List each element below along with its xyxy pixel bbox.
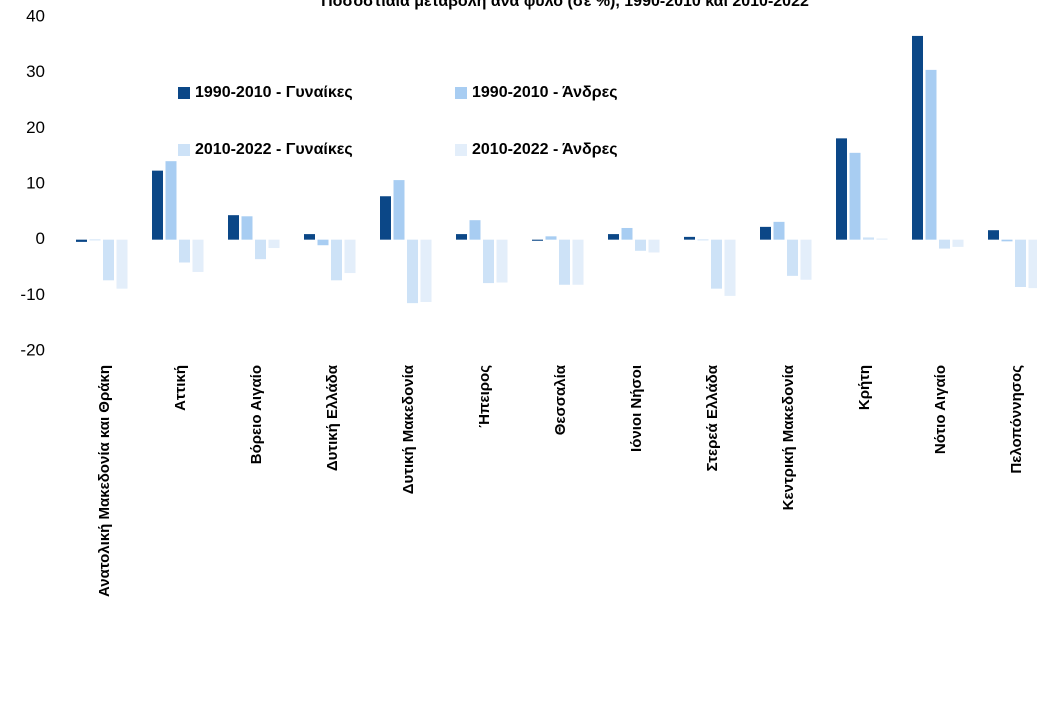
bar (684, 236, 695, 240)
legend-label: 2010-2022 - Γυναίκες (195, 141, 353, 158)
y-tick-label: 40 (26, 6, 45, 25)
bar (393, 180, 405, 240)
bar (407, 239, 418, 304)
bar (545, 236, 557, 240)
bar (836, 138, 847, 240)
x-tick-label: Κεντρική Μακεδονία (780, 364, 797, 510)
bar (420, 239, 432, 303)
bar (925, 69, 937, 240)
bar (988, 230, 999, 240)
bar (317, 239, 329, 246)
bar (228, 215, 239, 240)
bar (876, 238, 888, 240)
bar (344, 239, 356, 274)
x-tick-label: Βόρειο Αιγαίο (248, 365, 265, 464)
bar (912, 35, 923, 240)
y-tick-label: 30 (26, 62, 45, 81)
bar (635, 239, 646, 251)
bar (152, 170, 163, 240)
bar (952, 239, 964, 247)
bar (304, 234, 315, 240)
legend-label: 1990-2010 - Γυναίκες (195, 84, 353, 101)
bar (1015, 239, 1026, 287)
bar (572, 239, 584, 285)
bar (621, 227, 633, 240)
legend-swatch (455, 87, 467, 99)
x-tick-label: Θεσσαλία (552, 364, 569, 435)
bar (608, 234, 619, 240)
legend-swatch (178, 144, 190, 156)
bar (103, 239, 114, 281)
x-tick-label: Δυτική Μακεδονία (400, 364, 417, 494)
bar (773, 221, 785, 240)
x-tick-label: Ανατολική Μακεδονία και Θράκη (96, 365, 113, 597)
bar (760, 226, 771, 240)
x-tick-label: Δυτική Ελλάδα (324, 364, 341, 471)
bar (331, 239, 342, 281)
legend-swatch (178, 87, 190, 99)
bar (255, 239, 266, 260)
bar (863, 237, 874, 240)
bar (116, 239, 128, 289)
x-tick-label: Πελοπόννησος (1008, 365, 1025, 474)
bar (456, 234, 467, 240)
bar (496, 239, 508, 283)
legend-swatch (455, 144, 467, 156)
bar (1001, 239, 1013, 242)
bar (939, 239, 950, 249)
bar (787, 239, 798, 276)
legend-label: 1990-2010 - Άνδρες (472, 84, 618, 101)
y-tick-label: 10 (26, 173, 45, 192)
legend-label: 2010-2022 - Άνδρες (472, 141, 618, 158)
bar (469, 220, 481, 240)
bar (648, 239, 660, 253)
bar (76, 239, 87, 242)
y-tick-label: 20 (26, 118, 45, 137)
bar (711, 239, 722, 289)
bar (800, 239, 812, 280)
y-tick-label: 0 (36, 229, 45, 248)
bar (89, 239, 101, 241)
bar (559, 239, 570, 285)
x-tick-label: Αττική (172, 365, 189, 411)
x-tick-label: Ήπειρος (476, 365, 493, 428)
bar (849, 152, 861, 240)
bar (192, 239, 204, 272)
bar (268, 239, 280, 249)
x-tick-label: Στερεά Ελλάδα (704, 364, 721, 471)
bar (697, 239, 709, 241)
bar (179, 239, 190, 263)
y-tick-label: -10 (20, 285, 45, 304)
x-tick-label: Κρήτη (856, 365, 873, 410)
bar (483, 239, 494, 284)
bar (1028, 239, 1037, 289)
bar (380, 196, 391, 240)
bar (724, 239, 736, 296)
x-tick-label: Νότιο Αιγαίο (932, 365, 949, 454)
bar (532, 239, 543, 241)
bar (165, 161, 177, 240)
chart-title: Ποσοστιαία μεταβολή ανά φύλο (σε %), 199… (321, 0, 809, 10)
bar (241, 216, 253, 240)
y-tick-label: -20 (20, 340, 45, 359)
x-tick-label: Ιόνιοι Νήσοι (628, 365, 645, 452)
